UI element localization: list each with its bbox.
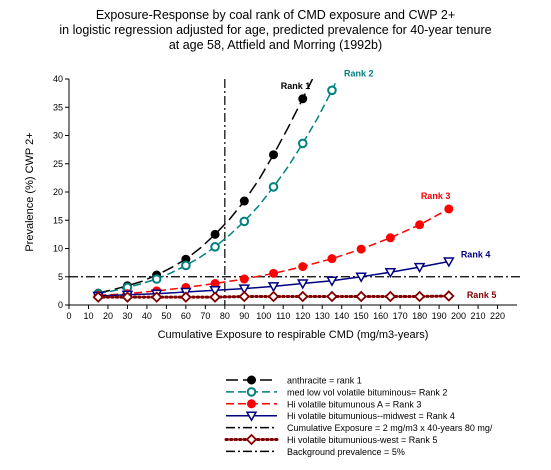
- x-tick-label-21: 210: [471, 311, 486, 321]
- series-4-point-7: [296, 279, 309, 290]
- series-4-point-6: [267, 282, 280, 293]
- x-tick-label-9: 90: [239, 311, 249, 321]
- x-tick-label-3: 30: [122, 311, 132, 321]
- x-tick-label-15: 150: [354, 311, 369, 321]
- series-3-point-9: [356, 244, 366, 254]
- series-3-point-10: [385, 233, 395, 243]
- series-label-rank-4: Rank 4: [461, 249, 491, 259]
- x-tick-label-14: 140: [334, 311, 349, 321]
- legend-swatch-marker-3: [247, 399, 256, 409]
- legend-swatch-marker-4: [245, 411, 258, 422]
- chart-title-line-1: Exposure-Response by coal rank of CMD ex…: [95, 8, 456, 22]
- series-5-point-7: [296, 290, 309, 303]
- series-5-point-10: [384, 290, 397, 303]
- y-tick-label-6: 30: [53, 131, 63, 141]
- series-5-point-0: [92, 291, 104, 303]
- series-5-point-6: [267, 290, 280, 303]
- x-tick-label-17: 170: [393, 311, 408, 321]
- series-2-point-7: [297, 138, 308, 149]
- x-tick-label-16: 160: [373, 311, 388, 321]
- series-label-rank-1: Rank 1: [281, 81, 311, 91]
- series-4-point-4: [209, 286, 221, 297]
- series-label-rank-5: Rank 5: [467, 290, 497, 300]
- x-tick-label-5: 50: [161, 311, 171, 321]
- y-tick-label-2: 10: [53, 244, 63, 254]
- series-5-point-8: [326, 290, 338, 303]
- series-label-rank-3: Rank 3: [421, 191, 451, 201]
- series-3-point-5: [239, 274, 249, 284]
- series-2-point-6: [268, 182, 279, 192]
- legend-entry-6: Hi volatile bitumunious-west = Rank 5: [287, 435, 437, 445]
- x-axis-label: Cumulative Exposure to respirable CMD (m…: [158, 329, 429, 341]
- x-tick-label-4: 40: [142, 311, 152, 321]
- x-tick-label-0: 0: [66, 311, 71, 321]
- series-label-rank-2: Rank 2: [344, 68, 374, 78]
- series-5-point-2: [150, 291, 163, 303]
- series-3-point-12: [444, 204, 454, 214]
- y-tick-label-1: 5: [58, 272, 63, 282]
- x-tick-label-8: 80: [220, 311, 230, 321]
- x-tick-label-13: 130: [315, 311, 330, 321]
- legend-entry-7: Background prevalence = 5%: [287, 447, 405, 457]
- series-3-point-6: [269, 268, 279, 278]
- x-tick-label-7: 70: [200, 311, 210, 321]
- series-2-point-2: [151, 274, 162, 284]
- x-tick-label-10: 100: [256, 311, 271, 321]
- series-2-point-5: [239, 216, 250, 227]
- y-tick-label-7: 35: [53, 102, 63, 112]
- x-tick-label-22: 220: [490, 311, 505, 321]
- y-tick-label-5: 25: [53, 159, 63, 169]
- x-tick-label-18: 180: [412, 311, 427, 321]
- series-1-point-5: [239, 196, 249, 206]
- x-tick-label-12: 120: [295, 311, 310, 321]
- series-5-point-12: [443, 290, 455, 302]
- x-tick-label-2: 20: [103, 311, 113, 321]
- series-line-1: [98, 79, 314, 294]
- series-1-point-4: [210, 229, 220, 239]
- y-tick-label-4: 20: [53, 187, 63, 197]
- legend-entry-2: med low vol volatile bituminous= Rank 2: [287, 387, 447, 397]
- series-5-point-4: [209, 291, 221, 303]
- series-5-point-3: [180, 291, 192, 303]
- series-3-point-8: [327, 254, 337, 264]
- series-2-point-4: [210, 242, 220, 252]
- y-axis-label: Prevalence (%) CWP 2+: [24, 132, 36, 251]
- series-5-point-1: [121, 291, 134, 303]
- series-3-point-11: [415, 220, 425, 230]
- series-4-point-5: [238, 284, 251, 295]
- x-tick-label-11: 110: [276, 311, 290, 321]
- legend-swatch-marker-6: [245, 433, 258, 446]
- legend-entry-1: anthracite = rank 1: [287, 376, 362, 386]
- y-tick-label-0: 0: [58, 300, 63, 310]
- series-line-2: [98, 81, 337, 295]
- series-4-point-8: [326, 276, 338, 287]
- chart-title-line-3: at age 58, Attfield and Morring (1992b): [168, 38, 383, 52]
- series-5-point-5: [238, 290, 251, 303]
- x-tick-label-20: 200: [451, 311, 466, 321]
- series-4-point-12: [443, 257, 455, 268]
- legend-entry-4: Hi volatile bitumunious--midwest = Rank …: [287, 411, 455, 421]
- legend-swatch-marker-2: [246, 387, 257, 397]
- series-5-point-11: [413, 290, 426, 303]
- x-tick-label-1: 10: [83, 311, 93, 321]
- y-tick-label-3: 15: [53, 215, 63, 225]
- series-2-point-3: [181, 260, 191, 271]
- series-5-point-9: [355, 290, 367, 303]
- x-tick-label-19: 190: [432, 311, 447, 321]
- series-1-point-7: [298, 94, 308, 104]
- x-tick-label-6: 60: [181, 311, 191, 321]
- series-1-point-6: [269, 150, 279, 160]
- y-tick-label-8: 40: [53, 74, 63, 84]
- chart-title-line-2: in logistic regression adjusted for age,…: [59, 23, 492, 37]
- legend-entry-5: Cumulative Exposure = 2 mg/m3 x 40-years…: [287, 423, 493, 433]
- series-2-point-8: [327, 85, 337, 96]
- series-4-point-11: [413, 262, 426, 274]
- series-3-point-7: [298, 262, 308, 272]
- series-4-point-10: [384, 267, 397, 279]
- legend-entry-3: Hi volatile bitumunous A = Rank 3: [287, 399, 421, 409]
- legend-swatch-marker-1: [247, 375, 256, 385]
- series-4-point-9: [355, 272, 367, 283]
